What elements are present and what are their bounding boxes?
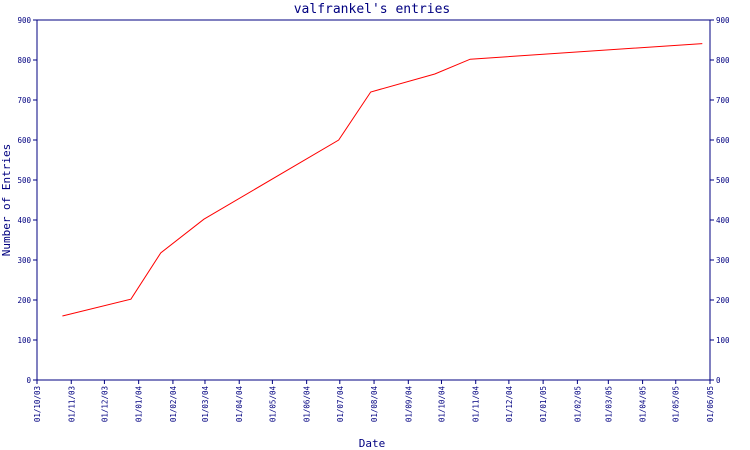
y-tick-label-right: 700	[716, 96, 730, 105]
y-tick-label-right: 900	[716, 16, 730, 25]
y-tick-label-left: 900	[17, 16, 31, 25]
y-tick-label-right: 500	[716, 176, 730, 185]
y-tick-label-right: 100	[716, 336, 730, 345]
y-tick-label-right: 300	[716, 256, 730, 265]
y-tick-label-left: 800	[17, 56, 31, 65]
series-line	[62, 43, 703, 317]
x-axis-label: Date	[359, 437, 386, 450]
x-tick-label: 01/06/04	[303, 386, 312, 423]
x-tick-label: 01/04/05	[639, 386, 648, 422]
x-tick-label: 01/04/04	[235, 386, 244, 423]
y-tick-label-left: 100	[17, 336, 31, 345]
y-axis-label: Number of Entries	[0, 144, 13, 257]
x-tick-label: 01/11/04	[472, 386, 481, 423]
x-tick-label: 01/07/04	[336, 386, 345, 423]
x-tick-label: 01/08/04	[370, 386, 379, 423]
plot-area: 0 0 100 100 200 200 300 300 400 400 500 500 600 600 70…	[17, 16, 730, 422]
y-tick-label-right: 0	[716, 376, 721, 385]
x-tick-label: 01/02/05	[573, 386, 582, 422]
x-tick-label: 01/11/03	[67, 386, 76, 422]
x-tick-label: 01/12/04	[505, 386, 514, 423]
y-tick-label-left: 0	[26, 376, 31, 385]
x-tick-label: 01/01/05	[539, 386, 548, 422]
x-tick-label: 01/10/03	[33, 386, 42, 422]
y-tick-label-left: 500	[17, 176, 31, 185]
chart-title: valfrankel's entries	[294, 2, 451, 17]
x-tick-label: 01/10/04	[437, 386, 446, 423]
x-tick-label: 01/06/05	[706, 386, 715, 422]
x-tick-label: 01/05/05	[672, 386, 681, 422]
y-tick-label-left: 200	[17, 296, 31, 305]
y-tick-label-left: 600	[17, 136, 31, 145]
y-tick-label-left: 400	[17, 216, 31, 225]
x-tick-label: 01/01/04	[135, 386, 144, 423]
y-tick-label-right: 600	[716, 136, 730, 145]
y-tick-label-right: 400	[716, 216, 730, 225]
y-tick-label-right: 200	[716, 296, 730, 305]
x-tick-label: 01/03/04	[201, 386, 210, 423]
x-tick-label: 01/12/03	[100, 386, 109, 422]
y-tick-label-left: 700	[17, 96, 31, 105]
y-tick-label-right: 800	[716, 56, 730, 65]
x-tick-label: 01/02/04	[169, 386, 178, 423]
x-tick-label: 01/03/05	[604, 386, 613, 422]
plot-frame	[36, 19, 711, 381]
y-tick-label-left: 300	[17, 256, 31, 265]
x-tick-label: 01/09/04	[404, 386, 413, 423]
x-tick-label: 01/05/04	[268, 386, 277, 423]
